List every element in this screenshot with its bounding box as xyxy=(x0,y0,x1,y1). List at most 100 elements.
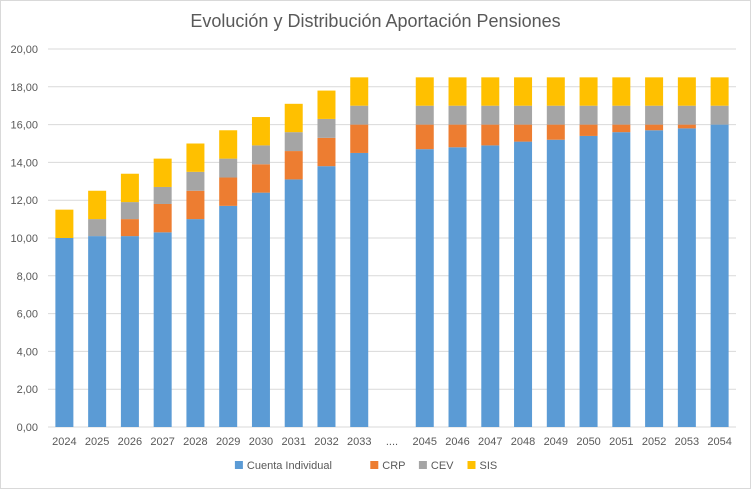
y-tick-label: 4,00 xyxy=(17,346,38,358)
x-tick-label: 2046 xyxy=(445,436,469,448)
bar-segment xyxy=(481,105,500,125)
bar-segment xyxy=(153,232,172,427)
bar-segment xyxy=(284,179,303,427)
x-tick-label: 2047 xyxy=(478,436,502,448)
legend-swatch xyxy=(370,461,379,469)
bar-segment xyxy=(415,149,434,428)
bar-segment xyxy=(219,130,238,159)
bar-segment xyxy=(579,77,598,106)
x-tick-label: 2033 xyxy=(347,436,371,448)
bar-segment xyxy=(186,190,205,220)
bar-segment xyxy=(120,219,139,237)
bar-segment xyxy=(514,141,533,428)
bar-segment xyxy=(55,209,74,238)
bar-segment xyxy=(645,130,664,427)
x-tick-label: 2027 xyxy=(150,436,174,448)
x-tick-label: 2030 xyxy=(249,436,273,448)
y-tick-label: 18,00 xyxy=(10,82,38,94)
x-tick-label: 2028 xyxy=(183,436,207,448)
bar-segment xyxy=(710,105,729,125)
y-tick-label: 8,00 xyxy=(17,271,38,283)
bar-segment xyxy=(219,177,238,206)
legend-label: CEV xyxy=(431,460,454,472)
bar-segment xyxy=(317,118,336,138)
bar-segment xyxy=(88,219,107,237)
x-tick-label: 2031 xyxy=(281,436,305,448)
bar-segment xyxy=(710,77,729,106)
bar-segment xyxy=(350,124,369,153)
bar-segment xyxy=(120,173,139,203)
bar-segment xyxy=(350,152,369,427)
bar-segment xyxy=(415,124,434,150)
bar-segment xyxy=(645,105,664,125)
bar-segment xyxy=(55,238,74,427)
y-tick-label: 14,00 xyxy=(10,157,38,169)
bar-segment xyxy=(579,105,598,125)
y-tick-label: 12,00 xyxy=(10,195,38,207)
bar-segment xyxy=(350,105,369,125)
y-tick-label: 10,00 xyxy=(10,233,38,245)
bar-segment xyxy=(120,202,139,220)
bar-segment xyxy=(284,103,303,133)
legend-swatch xyxy=(234,461,243,469)
bar-segment xyxy=(415,105,434,125)
x-tick-label: 2032 xyxy=(314,436,338,448)
legend-label: SIS xyxy=(480,460,498,472)
x-tick-label: 2049 xyxy=(544,436,568,448)
bar-segment xyxy=(645,124,664,131)
x-tick-label: 2029 xyxy=(216,436,240,448)
bar-segment xyxy=(251,145,270,165)
bar-segment xyxy=(612,105,631,125)
bar-segment xyxy=(251,164,270,193)
bar-segment xyxy=(284,151,303,180)
legend-label: CRP xyxy=(382,460,405,472)
bar-segment xyxy=(251,192,270,427)
bar-segment xyxy=(186,219,205,427)
bar-segment xyxy=(481,124,500,146)
bar-segment xyxy=(677,77,696,106)
bar-segment xyxy=(612,124,631,133)
y-tick-label: 20,00 xyxy=(10,44,38,56)
bar-segment xyxy=(579,124,598,136)
bar-segment xyxy=(546,77,565,106)
bar-segment xyxy=(153,158,172,187)
y-tick-label: 2,00 xyxy=(17,384,38,396)
bar-segment xyxy=(120,236,139,427)
x-tick-label: 2025 xyxy=(85,436,109,448)
bar-segment xyxy=(284,132,303,152)
x-tick-label: .... xyxy=(386,436,398,448)
bar-segment xyxy=(448,147,467,427)
bar-segment xyxy=(677,124,696,129)
x-tick-label: 2054 xyxy=(707,436,731,448)
bar-segment xyxy=(186,143,205,172)
x-tick-label: 2045 xyxy=(413,436,437,448)
y-tick-label: 0,00 xyxy=(17,422,38,434)
y-tick-label: 16,00 xyxy=(10,120,38,132)
bar-segment xyxy=(317,137,336,167)
bar-segment xyxy=(186,171,205,191)
x-tick-label: 2053 xyxy=(675,436,699,448)
bar-segment xyxy=(448,77,467,106)
bar-segment xyxy=(579,135,598,427)
legend-swatch xyxy=(418,461,427,469)
bar-segment xyxy=(677,128,696,427)
bar-segment xyxy=(481,145,500,427)
bar-segment xyxy=(514,77,533,106)
x-tick-label: 2026 xyxy=(118,436,142,448)
bar-segment xyxy=(219,158,238,178)
bar-segment xyxy=(710,124,729,427)
bar-segment xyxy=(546,139,565,427)
bar-segment xyxy=(153,203,172,233)
bar-segment xyxy=(251,117,270,146)
bar-segment xyxy=(612,77,631,106)
bar-segment xyxy=(317,90,336,119)
bar-segment xyxy=(612,132,631,427)
bar-segment xyxy=(546,105,565,125)
bar-segment xyxy=(481,77,500,106)
bar-segment xyxy=(88,190,107,220)
x-tick-label: 2024 xyxy=(52,436,76,448)
y-tick-label: 6,00 xyxy=(17,309,38,321)
legend-label: Cuenta Individual xyxy=(247,460,332,472)
